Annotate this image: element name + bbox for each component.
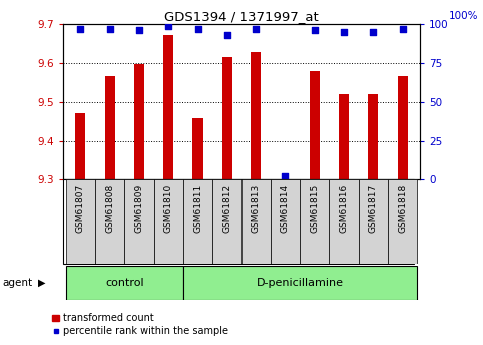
Bar [154,179,183,264]
Bar [251,52,261,179]
Point [194,26,201,32]
Text: GSM61809: GSM61809 [134,184,143,233]
Text: control: control [105,278,143,288]
Text: GSM61811: GSM61811 [193,184,202,233]
Bar [192,118,203,179]
Bar [163,35,173,179]
Bar [329,179,359,264]
Bar [368,94,379,179]
Text: GSM61815: GSM61815 [310,184,319,233]
Bar [388,179,417,264]
Bar [124,179,154,264]
Text: GSM61817: GSM61817 [369,184,378,233]
Bar [95,179,124,264]
Text: GSM61818: GSM61818 [398,184,407,233]
Bar [66,179,95,264]
Legend: transformed count, percentile rank within the sample: transformed count, percentile rank withi… [48,309,232,340]
Bar [104,76,115,179]
Bar [183,179,212,264]
Bar [183,266,417,300]
Text: agent: agent [2,278,32,288]
Text: GSM61813: GSM61813 [252,184,261,233]
Point [135,28,143,33]
Text: ▶: ▶ [38,278,45,288]
Bar [359,179,388,264]
Text: GSM61808: GSM61808 [105,184,114,233]
Bar [310,71,320,179]
Point [369,29,377,35]
Text: GSM61816: GSM61816 [340,184,349,233]
Bar [339,94,349,179]
Title: GDS1394 / 1371997_at: GDS1394 / 1371997_at [164,10,319,23]
Point [223,32,231,38]
Point [252,26,260,32]
Text: GSM61807: GSM61807 [76,184,85,233]
Text: D-penicillamine: D-penicillamine [256,278,343,288]
Point [76,26,84,32]
Bar [75,113,85,179]
Bar [242,179,271,264]
Point [164,23,172,28]
Text: GSM61810: GSM61810 [164,184,173,233]
Bar [271,179,300,264]
Point [340,29,348,35]
Bar [398,76,408,179]
Bar [66,266,183,300]
Text: 100%: 100% [449,11,478,21]
Point [399,26,407,32]
Point [282,174,289,179]
Point [106,26,114,32]
Bar [212,179,242,264]
Text: GSM61814: GSM61814 [281,184,290,233]
Bar [134,64,144,179]
Bar [222,57,232,179]
Point [311,28,319,33]
Bar [300,179,329,264]
Text: GSM61812: GSM61812 [222,184,231,233]
